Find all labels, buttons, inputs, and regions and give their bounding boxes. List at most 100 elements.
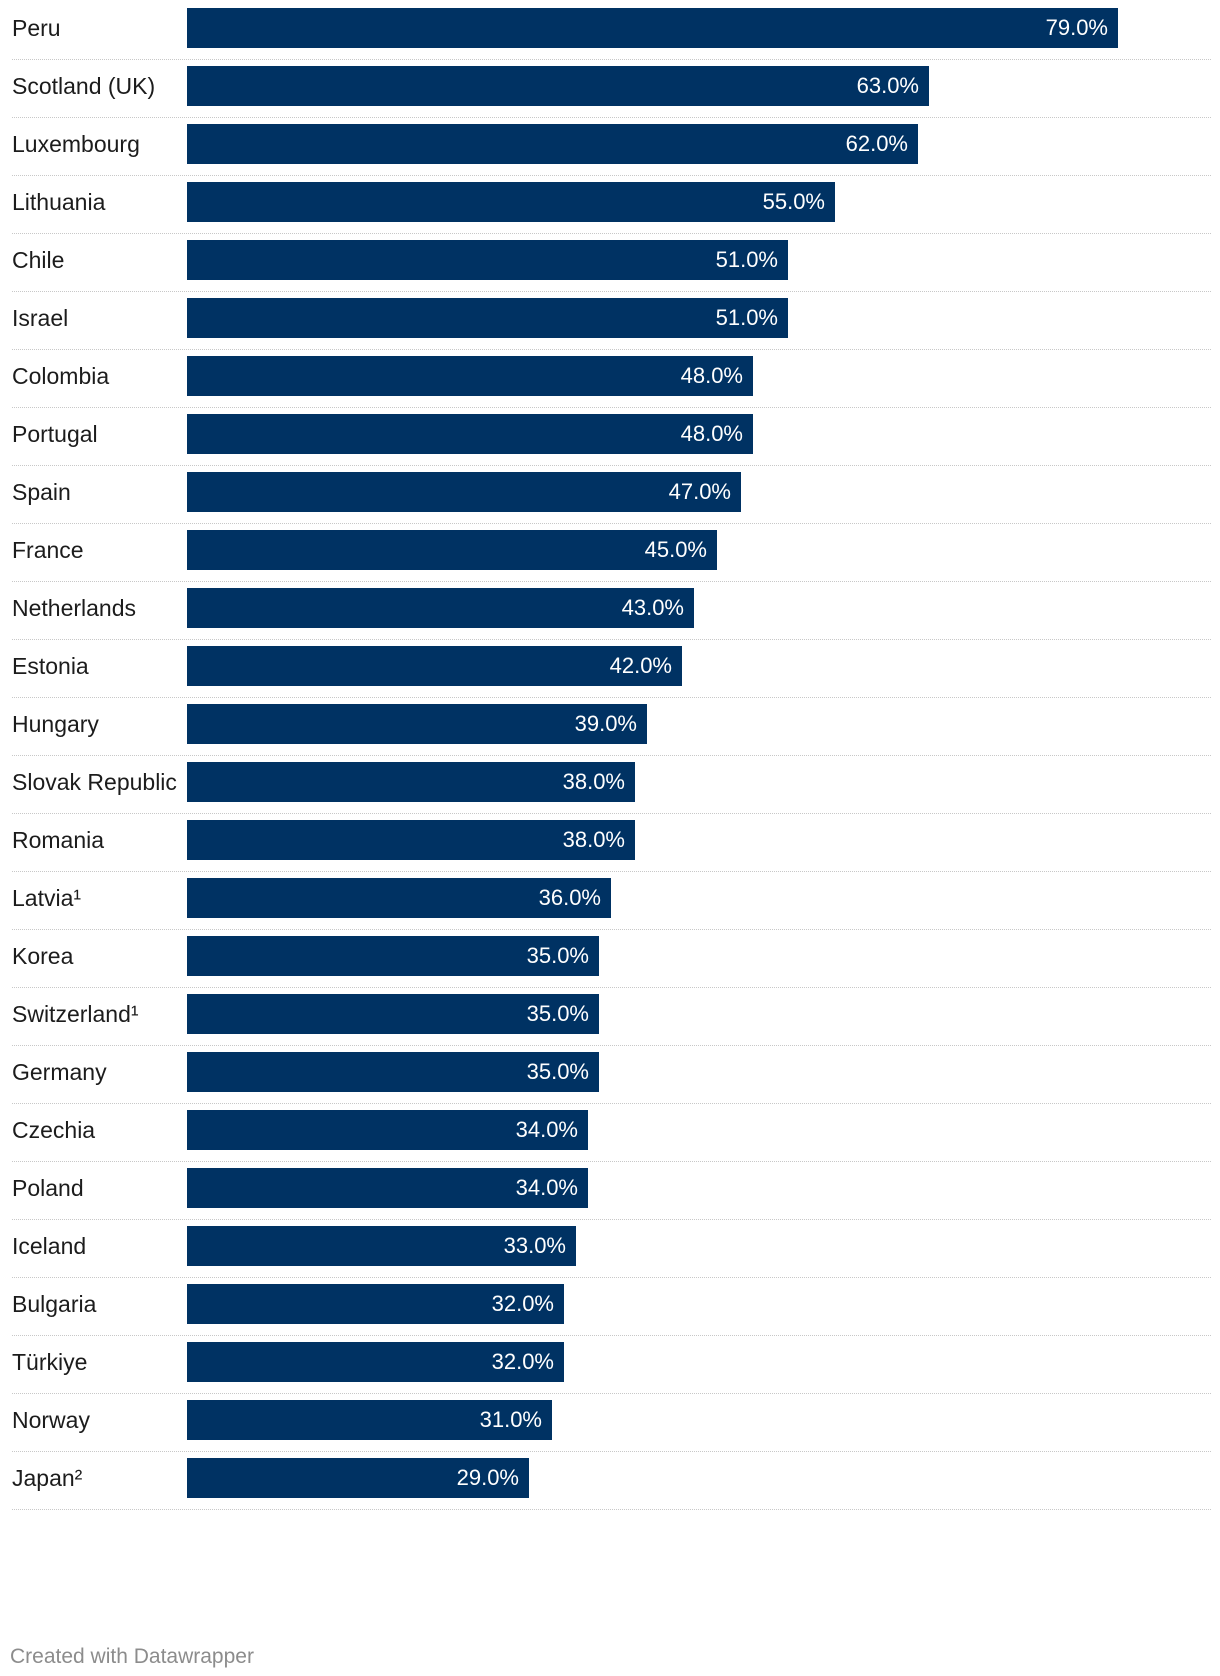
- category-label: Czechia: [12, 1117, 96, 1143]
- category-label: Lithuania: [12, 189, 106, 215]
- bar[interactable]: 39.0%: [187, 704, 647, 744]
- value-label: 62.0%: [845, 131, 908, 156]
- value-label: 35.0%: [526, 1059, 589, 1084]
- category-label: Peru: [12, 15, 61, 41]
- bar-row: Bulgaria 32.0%: [12, 1274, 1211, 1336]
- value-label: 31.0%: [479, 1407, 542, 1432]
- bar-row: Türkiye 32.0%: [12, 1332, 1211, 1394]
- value-label: 51.0%: [715, 247, 778, 272]
- value-label: 32.0%: [491, 1349, 554, 1374]
- value-label: 38.0%: [562, 827, 625, 852]
- value-label: 29.0%: [456, 1465, 519, 1490]
- bar[interactable]: 47.0%: [187, 472, 741, 512]
- bar-row: Iceland 33.0%: [12, 1216, 1211, 1278]
- category-label: Slovak Republic: [12, 769, 177, 795]
- bar[interactable]: 38.0%: [187, 820, 635, 860]
- category-label: Spain: [12, 479, 71, 505]
- bar-row: Scotland (UK) 63.0%: [12, 56, 1211, 118]
- category-label: Switzerland¹: [12, 1001, 139, 1027]
- bar-row: Luxembourg 62.0%: [12, 114, 1211, 176]
- category-label: Latvia¹: [12, 885, 82, 911]
- bar-row: Hungary 39.0%: [12, 694, 1211, 756]
- bar[interactable]: 35.0%: [187, 936, 599, 976]
- bar-row: Romania 38.0%: [12, 810, 1211, 872]
- category-label: Hungary: [12, 711, 99, 737]
- datawrapper-credit[interactable]: Created with Datawrapper: [10, 1645, 254, 1668]
- category-label: Poland: [12, 1175, 84, 1201]
- bar[interactable]: 33.0%: [187, 1226, 576, 1266]
- bar[interactable]: 63.0%: [187, 66, 929, 106]
- bar[interactable]: 48.0%: [187, 414, 753, 454]
- value-label: 63.0%: [856, 73, 919, 98]
- category-label: Israel: [12, 305, 69, 331]
- bar-row: Lithuania 55.0%: [12, 172, 1211, 234]
- value-label: 79.0%: [1045, 15, 1108, 40]
- category-label: Germany: [12, 1059, 107, 1085]
- bar[interactable]: 48.0%: [187, 356, 753, 396]
- bar-row: Israel 51.0%: [12, 288, 1211, 350]
- category-label: Bulgaria: [12, 1291, 97, 1317]
- bar-row: Germany 35.0%: [12, 1042, 1211, 1104]
- value-label: 34.0%: [515, 1117, 578, 1142]
- category-label: France: [12, 537, 84, 563]
- category-label: Chile: [12, 247, 65, 273]
- value-label: 51.0%: [715, 305, 778, 330]
- value-label: 32.0%: [491, 1291, 554, 1316]
- category-label: Türkiye: [12, 1349, 88, 1375]
- category-label: Portugal: [12, 421, 98, 447]
- category-label: Romania: [12, 827, 105, 853]
- category-label: Japan²: [12, 1465, 83, 1491]
- category-label: Korea: [12, 943, 74, 969]
- bar[interactable]: 35.0%: [187, 1052, 599, 1092]
- bar-row: Korea 35.0%: [12, 926, 1211, 988]
- bar-row: Poland 34.0%: [12, 1158, 1211, 1220]
- bar-chart: Peru 79.0% Scotland (UK) 63.0% Luxembourg 62.…: [12, 0, 1211, 1510]
- value-label: 39.0%: [574, 711, 637, 736]
- value-label: 33.0%: [503, 1233, 566, 1258]
- value-label: 38.0%: [562, 769, 625, 794]
- bar[interactable]: 29.0%: [187, 1458, 529, 1498]
- bar[interactable]: 34.0%: [187, 1110, 588, 1150]
- value-label: 48.0%: [680, 363, 743, 388]
- bar-row: Estonia 42.0%: [12, 636, 1211, 698]
- value-label: 34.0%: [515, 1175, 578, 1200]
- value-label: 42.0%: [609, 653, 672, 678]
- bar-row: Japan² 29.0%: [12, 1448, 1211, 1510]
- bar[interactable]: 34.0%: [187, 1168, 588, 1208]
- bar[interactable]: 32.0%: [187, 1284, 564, 1324]
- bar-row: Netherlands 43.0%: [12, 578, 1211, 640]
- bar[interactable]: 31.0%: [187, 1400, 552, 1440]
- bar[interactable]: 55.0%: [187, 182, 835, 222]
- bar[interactable]: 51.0%: [187, 240, 788, 280]
- category-label: Netherlands: [12, 595, 137, 621]
- bar[interactable]: 42.0%: [187, 646, 682, 686]
- value-label: 43.0%: [621, 595, 684, 620]
- category-label: Estonia: [12, 653, 89, 679]
- value-label: 35.0%: [526, 943, 589, 968]
- category-label: Scotland (UK): [12, 73, 156, 99]
- bar[interactable]: 32.0%: [187, 1342, 564, 1382]
- bar-row: Latvia¹ 36.0%: [12, 868, 1211, 930]
- bar-row: Peru 79.0%: [12, 0, 1211, 60]
- category-label: Colombia: [12, 363, 110, 389]
- category-label: Norway: [12, 1407, 90, 1433]
- bar[interactable]: 79.0%: [187, 8, 1118, 48]
- bar[interactable]: 38.0%: [187, 762, 635, 802]
- bar[interactable]: 51.0%: [187, 298, 788, 338]
- category-label: Luxembourg: [12, 131, 140, 157]
- bar[interactable]: 35.0%: [187, 994, 599, 1034]
- value-label: 45.0%: [644, 537, 707, 562]
- bar-row: Slovak Republic 38.0%: [12, 752, 1211, 814]
- bar[interactable]: 36.0%: [187, 878, 611, 918]
- bar-row: Chile 51.0%: [12, 230, 1211, 292]
- value-label: 48.0%: [680, 421, 743, 446]
- bar-row: Spain 47.0%: [12, 462, 1211, 524]
- bar[interactable]: 43.0%: [187, 588, 694, 628]
- bar-row: Portugal 48.0%: [12, 404, 1211, 466]
- bar[interactable]: 62.0%: [187, 124, 918, 164]
- bar[interactable]: 45.0%: [187, 530, 717, 570]
- bar-row: Norway 31.0%: [12, 1390, 1211, 1452]
- value-label: 47.0%: [668, 479, 731, 504]
- bar-row: Colombia 48.0%: [12, 346, 1211, 408]
- category-label: Iceland: [12, 1233, 87, 1259]
